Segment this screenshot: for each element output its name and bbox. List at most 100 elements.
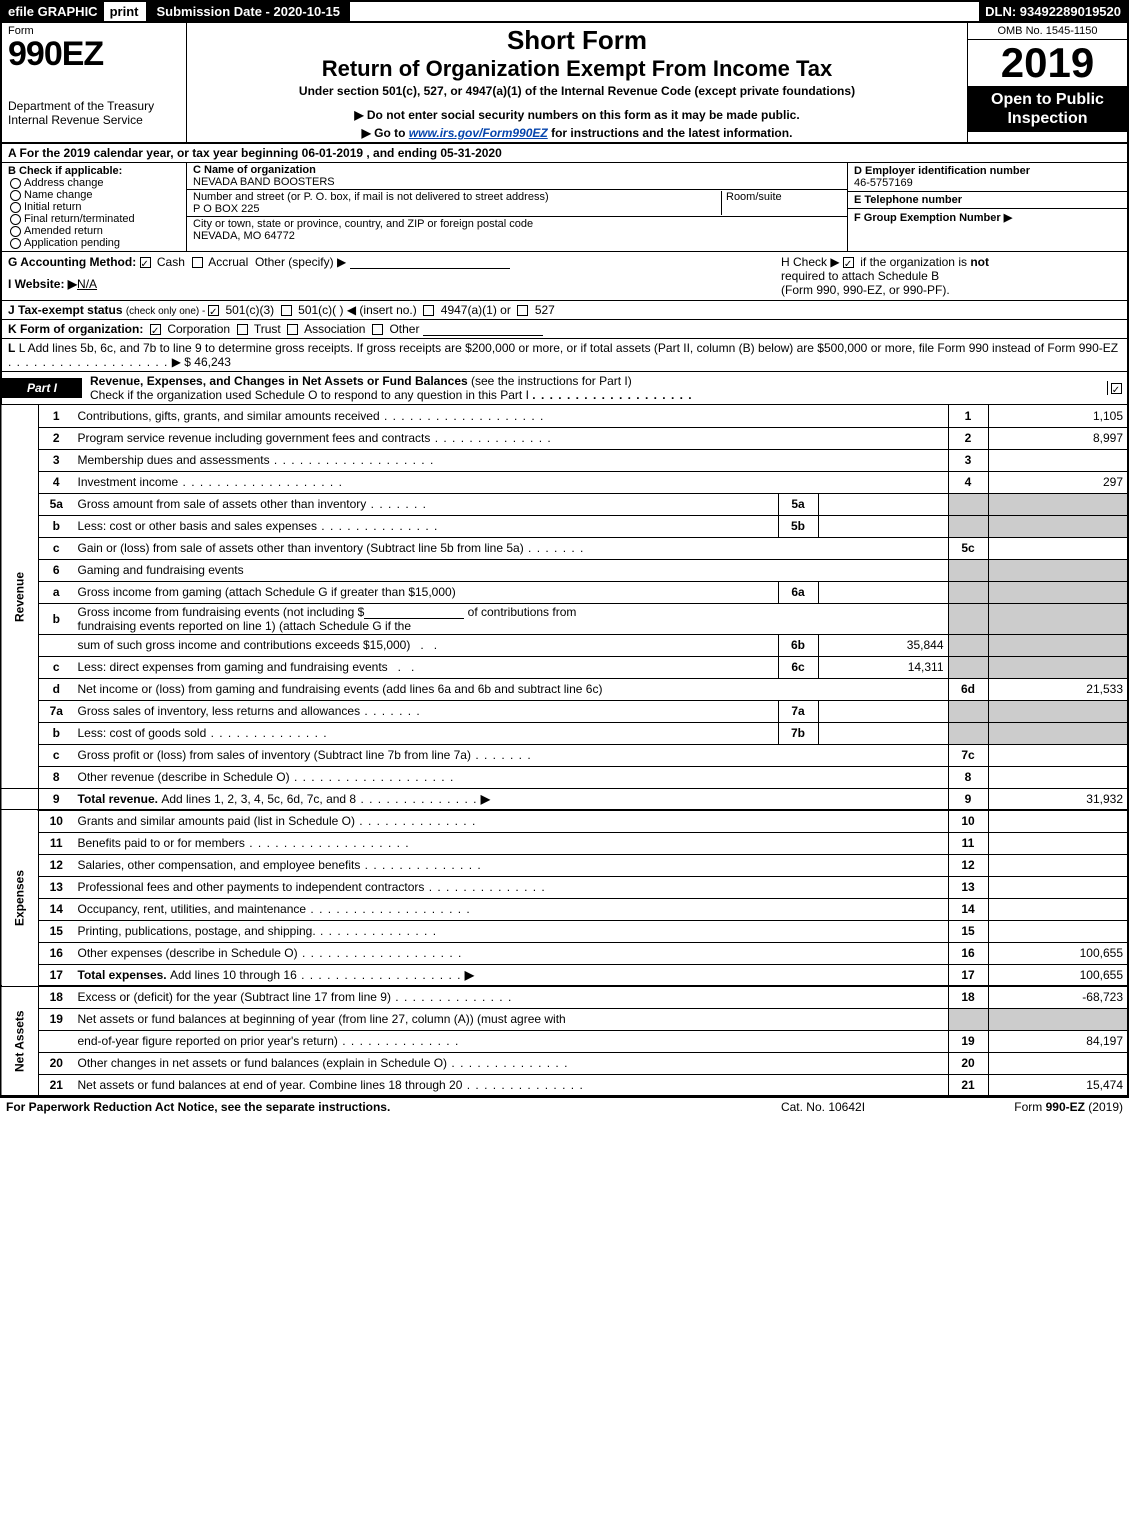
- section-c: C Name of organization NEVADA BAND BOOST…: [187, 163, 847, 251]
- j-501c3-check[interactable]: [208, 305, 219, 316]
- k-other-check[interactable]: [372, 324, 383, 335]
- table-row: 21 Net assets or fund balances at end of…: [1, 1074, 1128, 1096]
- midval: [818, 700, 948, 722]
- ln: 17: [39, 964, 74, 986]
- ln: 1: [39, 405, 74, 427]
- dln: DLN: 93492289019520: [979, 2, 1127, 21]
- d: Less: cost or other basis and sales expe…: [78, 519, 317, 533]
- amt: [988, 493, 1128, 515]
- amt: [988, 810, 1128, 832]
- table-row: b Less: cost of goods sold 7b: [1, 722, 1128, 744]
- id-block: B Check if applicable: Address change Na…: [0, 163, 1129, 252]
- ln: c: [39, 537, 74, 559]
- table-row: 2 Program service revenue including gove…: [1, 427, 1128, 449]
- chk-initial[interactable]: Initial return: [8, 201, 180, 213]
- amt: [988, 449, 1128, 471]
- box: 11: [948, 832, 988, 854]
- part1-checkline: Check if the organization used Schedule …: [90, 388, 529, 402]
- box: 4: [948, 471, 988, 493]
- k-corp-check[interactable]: [150, 324, 161, 335]
- box: [948, 1008, 988, 1030]
- table-row: 4 Investment income 4 297: [1, 471, 1128, 493]
- j-527-check[interactable]: [517, 305, 528, 316]
- d: Occupancy, rent, utilities, and maintena…: [78, 902, 307, 916]
- k-trust-check[interactable]: [237, 324, 248, 335]
- desc: Gross sales of inventory, less returns a…: [74, 700, 779, 722]
- box: [948, 515, 988, 537]
- ssn-warning: ▶ Do not enter social security numbers o…: [195, 108, 959, 122]
- desc: Net assets or fund balances at beginning…: [74, 1008, 949, 1030]
- chk-pending[interactable]: Application pending: [8, 237, 180, 249]
- website: N/A: [77, 277, 97, 291]
- amt: [988, 656, 1128, 678]
- c-city-row: City or town, state or province, country…: [187, 217, 847, 243]
- k-other: Other: [389, 322, 419, 336]
- desc: Occupancy, rent, utilities, and maintena…: [74, 898, 949, 920]
- desc: Less: cost of goods sold: [74, 722, 779, 744]
- chk-amended[interactable]: Amended return: [8, 225, 180, 237]
- midval: [818, 722, 948, 744]
- table-row: 9 Total revenue. Add lines 1, 2, 3, 4, 5…: [1, 788, 1128, 810]
- k-assoc-check[interactable]: [287, 324, 298, 335]
- table-row: d Net income or (loss) from gaming and f…: [1, 678, 1128, 700]
- part1-checkbox[interactable]: [1107, 381, 1127, 395]
- desc: Gross income from gaming (attach Schedul…: [74, 581, 779, 603]
- chk-final[interactable]: Final return/terminated: [8, 213, 180, 225]
- table-row: Expenses 10 Grants and similar amounts p…: [1, 810, 1128, 832]
- j-4947-check[interactable]: [423, 305, 434, 316]
- j-501c-check[interactable]: [281, 305, 292, 316]
- d-label: D Employer identification number: [854, 165, 1121, 177]
- ln: 7a: [39, 700, 74, 722]
- print-label[interactable]: print: [104, 2, 145, 21]
- ln: c: [39, 744, 74, 766]
- amt: 1,105: [988, 405, 1128, 427]
- table-row: c Less: direct expenses from gaming and …: [1, 656, 1128, 678]
- ln: b: [39, 603, 74, 634]
- g-cash-check[interactable]: [140, 257, 151, 268]
- box: [948, 722, 988, 744]
- midval: 35,844: [818, 634, 948, 656]
- ln: [39, 1030, 74, 1052]
- j-note: (check only one) -: [126, 306, 208, 317]
- contrib-amount[interactable]: [364, 606, 464, 619]
- table-row: 6 Gaming and fundraising events: [1, 559, 1128, 581]
- d: Grants and similar amounts paid (list in…: [78, 814, 355, 828]
- desc: Gross income from fundraising events (no…: [74, 603, 949, 634]
- desc: Membership dues and assessments: [74, 449, 949, 471]
- table-row: sum of such gross income and contributio…: [1, 634, 1128, 656]
- ln: b: [39, 722, 74, 744]
- amt: [988, 854, 1128, 876]
- chk-name-label: Name change: [24, 189, 93, 201]
- ln: 9: [39, 788, 74, 810]
- desc: Total expenses. Add lines 10 through 16: [74, 964, 949, 986]
- h-check[interactable]: [843, 257, 854, 268]
- ln: 18: [39, 986, 74, 1008]
- amt: -68,723: [988, 986, 1128, 1008]
- g-accrual-check[interactable]: [192, 257, 203, 268]
- chk-address[interactable]: Address change: [8, 177, 180, 189]
- box: 17: [948, 964, 988, 986]
- midval: [818, 581, 948, 603]
- chk-name[interactable]: Name change: [8, 189, 180, 201]
- d2: Add lines 1, 2, 3, 4, 5c, 6d, 7c, and 8: [161, 792, 356, 806]
- hdr-right: OMB No. 1545-1150 2019 Open to Public In…: [967, 23, 1127, 142]
- d: Gain or (loss) from sale of assets other…: [78, 541, 524, 555]
- d: Program service revenue including govern…: [78, 431, 431, 445]
- d2: Add lines 10 through 16: [170, 968, 297, 982]
- table-row: c Gross profit or (loss) from sales of i…: [1, 744, 1128, 766]
- goto-link[interactable]: www.irs.gov/Form990EZ: [409, 126, 548, 140]
- g-accrual: Accrual: [208, 255, 248, 269]
- box: 2: [948, 427, 988, 449]
- d: Other expenses (describe in Schedule O): [78, 946, 298, 960]
- k-other-line[interactable]: [423, 323, 543, 336]
- desc: Investment income: [74, 471, 949, 493]
- c-street-label: Number and street (or P. O. box, if mail…: [193, 191, 721, 203]
- amt: [988, 920, 1128, 942]
- ln: 5a: [39, 493, 74, 515]
- ln: d: [39, 678, 74, 700]
- irs: Internal Revenue Service: [8, 113, 180, 127]
- box: 20: [948, 1052, 988, 1074]
- chk-final-label: Final return/terminated: [24, 213, 135, 225]
- g-other-line[interactable]: [350, 256, 510, 269]
- box: 3: [948, 449, 988, 471]
